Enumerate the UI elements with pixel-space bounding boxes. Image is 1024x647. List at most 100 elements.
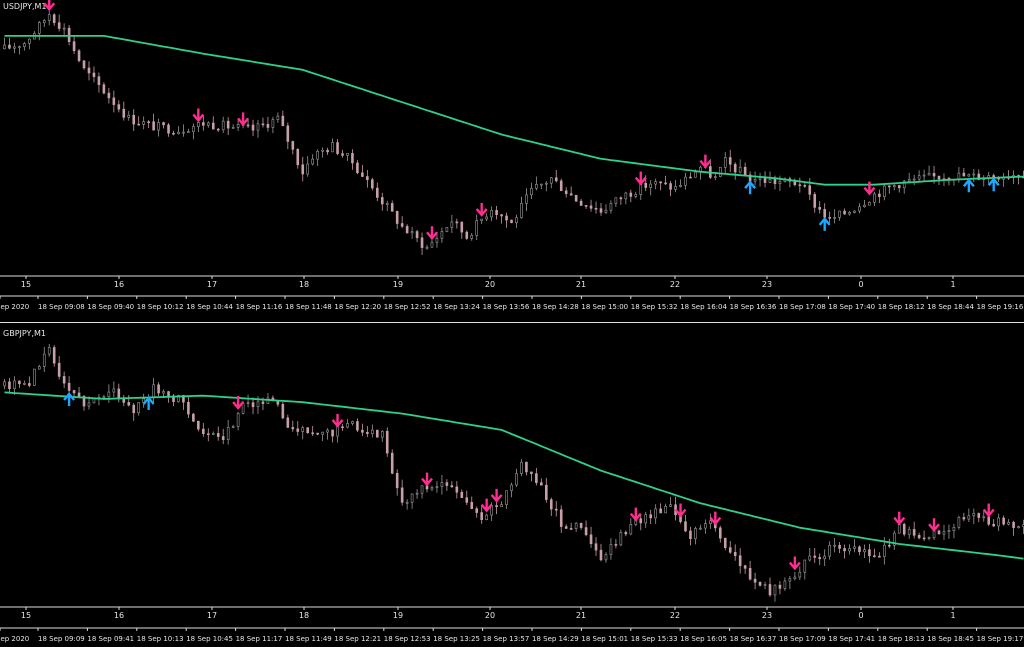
candle: [868, 549, 871, 557]
candle: [510, 484, 513, 491]
candle: [818, 557, 822, 560]
candle: [82, 395, 86, 407]
day-tick-label: 0: [858, 280, 863, 289]
sell-arrow-icon: [674, 503, 687, 518]
candle: [42, 20, 46, 23]
time-axis-label: 18 Sep 18:44: [927, 303, 974, 311]
candle: [1002, 517, 1005, 525]
gbpjpy-chart-pane[interactable]: GBPJPY,M1 15 16 17 18 19 20 21 22 23 0 1 Sep 2020 18…: [0, 327, 1024, 647]
candle: [107, 92, 111, 99]
candle: [942, 531, 946, 535]
candle: [530, 187, 533, 196]
candle: [977, 513, 981, 518]
candle: [798, 184, 802, 187]
candle: [589, 534, 593, 544]
candle: [728, 157, 732, 165]
candle: [554, 177, 558, 182]
candle: [256, 401, 260, 408]
day-tick-label: 18: [299, 280, 309, 289]
candle: [395, 472, 399, 489]
candle: [37, 22, 41, 34]
candle: [450, 221, 454, 228]
time-axis-label: 18 Sep 18:12: [878, 303, 925, 311]
time-axis-label: 18 Sep 10:45: [186, 635, 233, 643]
candle: [738, 555, 742, 566]
candle: [515, 473, 518, 486]
candle: [773, 178, 777, 184]
candle: [67, 382, 71, 391]
candle: [972, 173, 976, 176]
time-axis-label: 18 Sep 18:13: [878, 635, 925, 643]
time-axis-label: 18 Sep 09:09: [38, 635, 85, 643]
candle: [689, 176, 692, 179]
usdjpy-chart-pane[interactable]: USDJPY,M1 15 16 17 18 19 20 21 22 23 0 1 Sep 2020 18…: [0, 0, 1024, 318]
candle: [256, 123, 260, 131]
buy-arrow-icon: [63, 392, 76, 406]
candle: [942, 177, 946, 180]
day-tick-label: 23: [762, 280, 772, 289]
candle: [848, 548, 851, 552]
moving-average-line: [4, 391, 1024, 560]
candle: [390, 452, 394, 474]
candle: [341, 153, 344, 156]
candle: [281, 115, 285, 127]
candle: [361, 172, 364, 177]
candle: [202, 122, 205, 126]
candle: [226, 120, 230, 129]
candle: [709, 520, 712, 524]
candle: [415, 231, 419, 239]
day-tick-label: 21: [576, 611, 586, 620]
candle: [336, 142, 339, 154]
candle: [192, 413, 195, 422]
candle: [614, 544, 618, 546]
candle: [912, 178, 916, 181]
candle: [927, 537, 931, 539]
candle: [863, 549, 866, 553]
candle: [480, 218, 483, 221]
candle: [445, 482, 449, 486]
candle: [644, 182, 648, 188]
candle: [286, 125, 290, 142]
time-axis-label: 18 Sep 18:45: [927, 635, 974, 643]
candle: [957, 517, 961, 528]
candle: [13, 46, 16, 49]
candle: [8, 381, 11, 390]
candle: [828, 544, 831, 557]
candle: [415, 492, 419, 495]
candle: [251, 402, 255, 408]
candle: [102, 396, 106, 399]
candle: [400, 223, 404, 227]
candle: [833, 217, 836, 219]
candle: [723, 537, 727, 548]
candle: [152, 384, 155, 398]
candle: [197, 420, 200, 430]
candle: [177, 395, 180, 403]
candle: [584, 205, 588, 207]
candle: [87, 67, 91, 74]
candle: [241, 403, 245, 414]
candle: [356, 421, 359, 431]
candle: [420, 485, 424, 494]
candle: [28, 383, 31, 386]
candle: [57, 22, 61, 29]
candle: [684, 176, 687, 186]
time-axis-label: 18 Sep 13:24: [433, 303, 480, 311]
gbpjpy-chart: 15 16 17 18 19 20 21 22 23 0 1 Sep 2020 18 Sep 09:09…: [0, 343, 1024, 643]
candle: [525, 461, 528, 473]
candle: [758, 581, 762, 586]
candle: [92, 72, 96, 77]
candle: [475, 220, 479, 236]
candle: [157, 384, 160, 394]
candle: [684, 521, 687, 532]
candle: [843, 210, 846, 215]
candle: [226, 427, 230, 440]
sell-arrow-icon: [232, 395, 245, 410]
candle: [77, 392, 81, 397]
candle: [18, 380, 21, 385]
candle: [738, 166, 742, 173]
sell-arrow-icon: [421, 472, 433, 487]
candle: [261, 401, 265, 404]
sell-arrow-icon: [192, 108, 205, 123]
candle: [470, 235, 474, 239]
sell-arrow-icon: [480, 498, 493, 513]
